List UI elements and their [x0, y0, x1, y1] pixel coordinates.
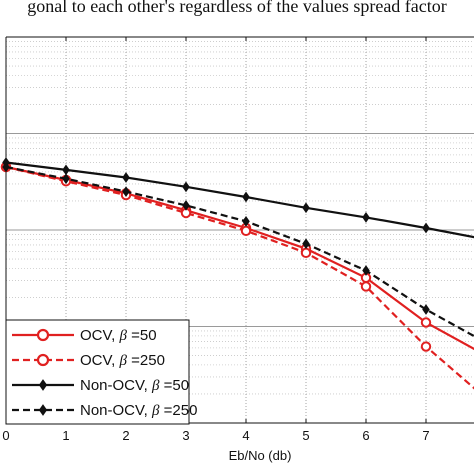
data-point-marker — [302, 202, 310, 214]
legend-item-4: Non-OCV, β =250 — [12, 402, 197, 419]
data-point-marker — [420, 317, 432, 328]
legend-marker — [36, 353, 50, 367]
legend-label: OCV, β =50 — [80, 327, 157, 344]
data-point-marker — [122, 186, 130, 197]
legend-item-2: OCV, β =250 — [12, 352, 165, 369]
data-point-marker — [242, 215, 250, 227]
data-point-marker — [302, 238, 310, 250]
legend-label: OCV, β =250 — [80, 352, 165, 369]
legend-label: Non-OCV, β =50 — [80, 377, 189, 394]
figure-caption-text: gonal to each other's regardless of the … — [27, 0, 447, 16]
x-tick-label: 3 — [182, 428, 189, 443]
data-point-marker — [240, 225, 252, 237]
x-tick-label: 0 — [2, 428, 9, 443]
x-tick-label: 4 — [242, 428, 249, 443]
data-point-marker — [300, 247, 312, 259]
x-tick-label: 5 — [302, 428, 309, 443]
legend-item-1: OCV, β =50 — [12, 327, 157, 344]
legend-marker — [38, 404, 48, 416]
x-tick-label: 1 — [62, 428, 69, 443]
legend: OCV, β =50 OCV, β =250 Non-OCV, β =50 Non-O… — [5, 319, 197, 425]
data-point-marker — [122, 172, 130, 183]
legend-label: Non-OCV, β =250 — [80, 402, 197, 419]
data-point-marker — [422, 222, 430, 234]
data-point-marker — [242, 191, 250, 203]
series-3 — [2, 157, 474, 239]
x-tick-label: 2 — [122, 428, 129, 443]
x-tick-label: 7 — [422, 428, 429, 443]
legend-box — [5, 319, 190, 425]
data-point-marker — [182, 199, 190, 211]
series-4 — [2, 161, 474, 338]
legend-marker — [38, 379, 48, 391]
data-point-marker — [182, 181, 190, 193]
data-point-marker — [360, 281, 372, 292]
data-point-marker — [62, 173, 70, 185]
data-point-marker — [362, 265, 370, 276]
data-point-marker — [420, 341, 432, 352]
data-point-marker — [422, 304, 430, 315]
data-point-marker — [362, 212, 370, 223]
legend-item-3: Non-OCV, β =50 — [12, 377, 189, 394]
legend-marker — [36, 328, 50, 342]
x-axis-title: Eb/No (db) — [229, 448, 292, 463]
x-tick-label: 6 — [362, 428, 369, 443]
axes: 0 1 2 3 4 5 6 7 Eb/No (db) — [2, 36, 474, 463]
